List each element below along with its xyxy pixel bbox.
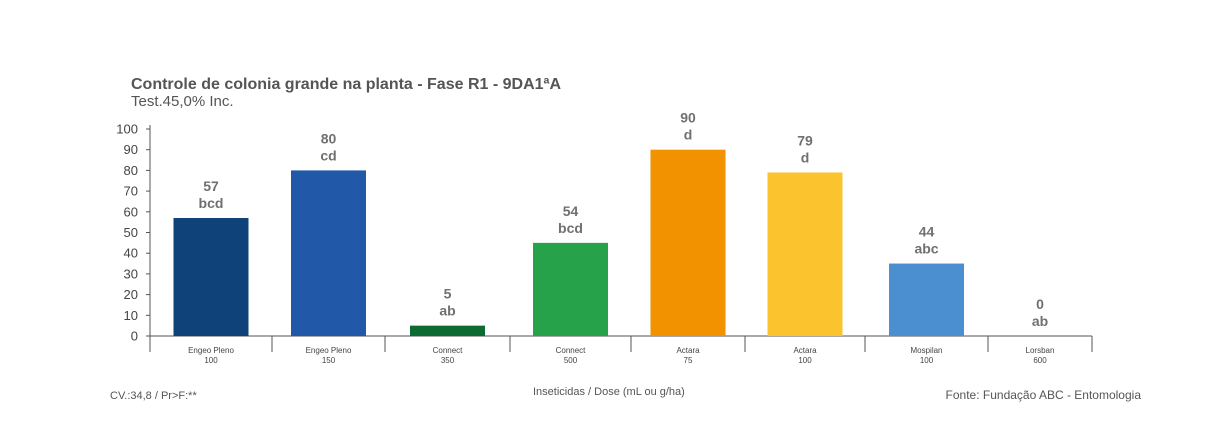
bar-value-label: 5	[444, 286, 452, 302]
y-tick-label: 90	[124, 142, 138, 157]
x-tick-dose: 100	[204, 356, 218, 365]
x-tick-label: Engeo Pleno	[188, 346, 234, 355]
bar	[767, 172, 843, 336]
y-axis-ticks: 0 10 20 30 40 50 60 70 80 90 100	[116, 122, 150, 344]
x-tick-label: Actara	[793, 346, 817, 355]
bar-group-letters: d	[684, 127, 693, 143]
bar-value-label: 0	[1036, 296, 1044, 312]
bar	[889, 263, 964, 336]
bar	[173, 218, 249, 336]
y-tick-label: 70	[124, 184, 138, 199]
y-tick-label: 30	[124, 266, 138, 281]
source-note: Fonte: Fundação ABC - Entomologia	[945, 388, 1141, 402]
x-tick-dose: 150	[322, 356, 336, 365]
bar	[410, 325, 485, 336]
bar-group-letters: bcd	[199, 195, 224, 211]
bar-value-label: 80	[321, 130, 337, 146]
x-tick-dose: 500	[564, 356, 578, 365]
x-tick-dose: 350	[441, 356, 455, 365]
chart-title: Controle de colonia grande na planta - F…	[131, 76, 561, 93]
y-tick-label: 10	[124, 308, 138, 323]
bar-value-label: 54	[563, 203, 579, 219]
bar-value-label: 57	[203, 178, 219, 194]
bar-value-label: 44	[919, 224, 935, 240]
x-tick-label: Engeo Pleno	[306, 346, 352, 355]
x-tick-label: Connect	[433, 346, 464, 355]
y-tick-label: 0	[131, 329, 138, 344]
bar-value-label: 90	[680, 110, 696, 126]
cv-note: CV.:34,8 / Pr>F:**	[110, 390, 197, 402]
bar-group-letters: d	[801, 149, 810, 165]
bars	[173, 149, 964, 336]
bar	[533, 242, 608, 336]
bar-group-letters: ab	[1032, 313, 1048, 329]
x-tick-dose: 75	[684, 356, 693, 365]
x-tick-label: Actara	[676, 346, 700, 355]
y-tick-label: 100	[116, 122, 138, 137]
bar-group-letters: abc	[914, 241, 938, 257]
bar-group-letters: ab	[439, 303, 455, 319]
x-tick-dose: 100	[920, 356, 934, 365]
bar-group-letters: bcd	[558, 220, 583, 236]
y-tick-label: 20	[124, 287, 138, 302]
bar	[650, 149, 726, 336]
x-tick-dose: 600	[1033, 356, 1047, 365]
chart-subtitle: Test.45,0% Inc.	[131, 93, 234, 110]
x-axis-label: Inseticidas / Dose (mL ou g/ha)	[533, 386, 685, 398]
bar-value-label: 79	[797, 132, 813, 148]
x-tick-label: Mospilan	[910, 346, 942, 355]
x-tick-dose: 100	[798, 356, 812, 365]
y-tick-label: 50	[124, 225, 138, 240]
y-tick-label: 60	[124, 204, 138, 219]
y-tick-label: 80	[124, 163, 138, 178]
bar	[291, 170, 366, 336]
x-tick-label: Lorsban	[1026, 346, 1055, 355]
y-tick-label: 40	[124, 246, 138, 261]
bar-group-letters: cd	[320, 147, 336, 163]
x-tick-label: Connect	[556, 346, 587, 355]
